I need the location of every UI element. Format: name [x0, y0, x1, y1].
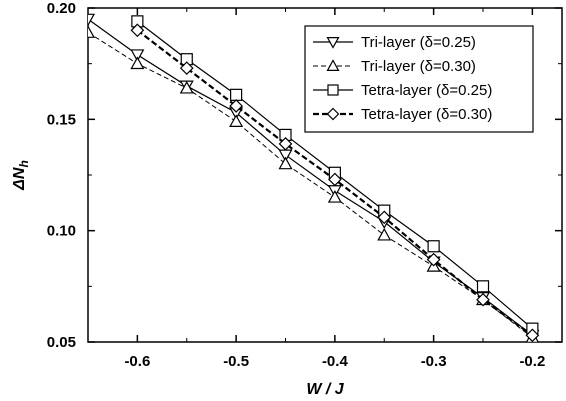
x-tick-label: -0.4 [322, 353, 349, 370]
data-point [130, 49, 145, 62]
x-tick-label: -0.6 [124, 353, 150, 370]
series-4 [130, 23, 540, 342]
data-point [229, 114, 244, 127]
data-point [229, 99, 243, 113]
data-point [278, 156, 293, 170]
y-tick-label: 0.15 [47, 111, 76, 128]
data-point [476, 292, 490, 307]
legend-item: Tetra-layer (δ=0.30) [313, 106, 492, 123]
data-point [179, 61, 194, 75]
x-axis-title: W / J [306, 381, 344, 398]
y-axis-title-main: ΔN [11, 167, 28, 191]
legend-marker [327, 84, 339, 96]
legend-marker [326, 59, 340, 72]
plot-axes: -0.6 -0.5 -0.4 -0.3 -0.2 0.05 0.10 0.15 0.20 [47, 0, 563, 370]
data-point [179, 80, 194, 94]
data-point [278, 136, 293, 151]
data-point [476, 280, 490, 293]
x-tick-label: -0.5 [223, 353, 249, 370]
data-point [327, 190, 342, 203]
legend: Tri-layer (δ=0.25) Tri-layer (δ=0.30) Tetr… [304, 25, 534, 133]
x-tick-label: -0.2 [519, 353, 545, 370]
plot-series [88, 13, 540, 342]
data-point [426, 252, 441, 267]
legend-label: Tri-layer (δ=0.30) [361, 58, 476, 75]
x-tick-label: -0.3 [421, 353, 447, 370]
legend-item: Tetra-layer (δ=0.25) [313, 82, 492, 99]
data-point [230, 88, 243, 101]
legend-label: Tri-layer (δ=0.25) [361, 34, 476, 51]
data-point [88, 25, 96, 38]
data-point [525, 328, 540, 342]
data-point [328, 172, 342, 187]
data-point [377, 227, 392, 241]
data-point [377, 210, 392, 225]
y-tick-label: 0.10 [47, 223, 76, 240]
data-point [130, 23, 145, 38]
legend-item: Tri-layer (δ=0.30) [313, 58, 476, 75]
legend-item: Tri-layer (δ=0.25) [313, 34, 476, 51]
data-point [130, 56, 145, 70]
legend-marker [326, 107, 340, 121]
legend-marker [326, 36, 340, 49]
y-axis-title-subscript: h [17, 160, 31, 167]
y-axis-title: ΔNh [11, 160, 31, 191]
legend-label: Tetra-layer (δ=0.30) [361, 106, 492, 123]
series-line [88, 32, 533, 338]
data-point [88, 13, 96, 27]
legend-label: Tetra-layer (δ=0.25) [361, 82, 492, 99]
y-tick-label: 0.20 [47, 0, 76, 17]
data-point [427, 240, 440, 253]
y-tick-label: 0.05 [47, 334, 76, 351]
